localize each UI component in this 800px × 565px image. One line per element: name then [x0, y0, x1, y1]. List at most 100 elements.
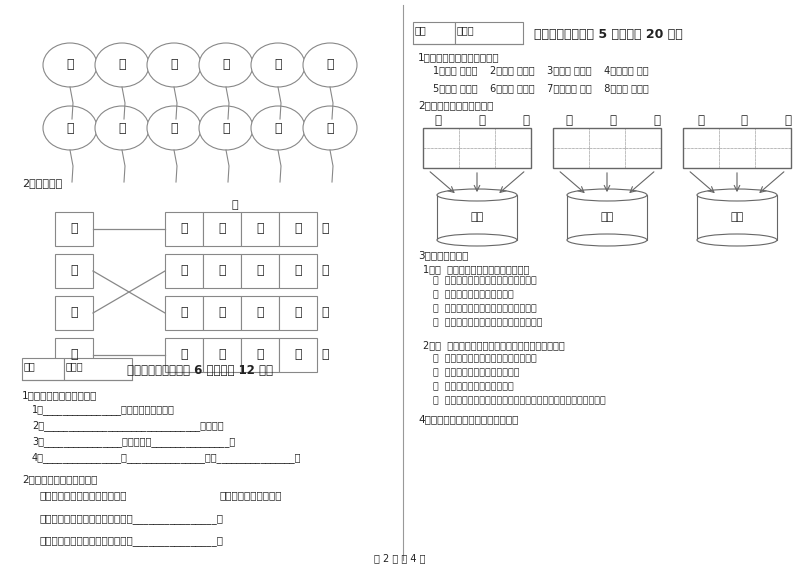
Text: 去: 去 — [180, 306, 188, 319]
Text: 朋: 朋 — [118, 59, 126, 72]
Text: 2．（  ）妈妈叫他不要足着看书，说那样容易近视。: 2．（ ）妈妈叫他不要足着看书，说那样容易近视。 — [423, 340, 565, 350]
Bar — [455, 22, 523, 44]
Bar — [423, 128, 531, 168]
Text: 来: 来 — [180, 349, 188, 362]
Text: 田: 田 — [170, 59, 178, 72]
Bar — [683, 148, 719, 168]
Bar — [279, 254, 317, 288]
Text: 色: 色 — [294, 223, 302, 236]
Ellipse shape — [147, 106, 201, 150]
Text: 黑: 黑 — [222, 59, 230, 72]
Bar — [683, 128, 791, 168]
Bar — [625, 148, 661, 168]
Bar — [241, 212, 279, 246]
Text: 马: 马 — [785, 114, 791, 127]
Bar — [719, 148, 755, 168]
Text: 山: 山 — [218, 223, 226, 236]
Ellipse shape — [697, 189, 777, 201]
Text: 1．（末 冬）天    2．（都 多）是    3．（千 千）万    4．写（子 字）: 1．（末 冬）天 2．（都 多）是 3．（千 千）万 4．写（子 字） — [433, 65, 649, 75]
Bar — [413, 22, 455, 44]
Text: 头: 头 — [741, 114, 748, 127]
Text: 2．我会组样子改写句子。: 2．我会组样子改写句子。 — [22, 474, 98, 484]
Ellipse shape — [567, 234, 647, 246]
Bar — [567, 195, 647, 240]
Text: 子: 子 — [434, 114, 442, 127]
Bar — [165, 338, 203, 372]
Bar — [697, 195, 777, 240]
Text: 远: 远 — [70, 223, 78, 236]
Text: 远: 远 — [70, 349, 78, 362]
Ellipse shape — [199, 106, 253, 150]
Bar — [625, 128, 661, 148]
Bar — [553, 128, 661, 168]
Text: 2．我能让花児开得更美。: 2．我能让花児开得更美。 — [418, 100, 494, 110]
Bar — [165, 254, 203, 288]
Text: 四画: 四画 — [600, 212, 614, 223]
Bar — [589, 128, 625, 148]
Bar — [165, 296, 203, 330]
Bar — [423, 128, 459, 148]
Text: 人: 人 — [70, 306, 78, 319]
Ellipse shape — [199, 43, 253, 87]
Ellipse shape — [303, 106, 357, 150]
Text: 2．________________________________真勇敢！: 2．________________________________真勇敢！ — [32, 420, 224, 431]
Text: 蓝: 蓝 — [274, 59, 282, 72]
Bar — [241, 254, 279, 288]
Text: 得分: 得分 — [24, 361, 36, 371]
Ellipse shape — [697, 234, 777, 246]
Text: 评卷人: 评卷人 — [66, 361, 84, 371]
Text: 5．（出 电）话    6．（开 升）花    7．白（云 去）    8．（草 早）地: 5．（出 电）话 6．（开 升）花 7．白（云 去） 8．（草 早）地 — [433, 83, 649, 93]
Text: 花: 花 — [218, 306, 226, 319]
Ellipse shape — [303, 43, 357, 87]
Text: 五画: 五画 — [730, 212, 744, 223]
Text: 六、综合题（每题 5 分，共计 20 分）: 六、综合题（每题 5 分，共计 20 分） — [534, 28, 682, 41]
Bar — [719, 128, 755, 148]
Text: 得分: 得分 — [415, 25, 426, 35]
Text: 大水冲走了许多房子。: 大水冲走了许多房子。 — [220, 490, 282, 500]
Bar — [495, 128, 531, 148]
Ellipse shape — [251, 106, 305, 150]
Text: 面: 面 — [232, 200, 238, 210]
Text: 五、补充句子（每题 6 分，共计 12 分）: 五、补充句子（每题 6 分，共计 12 分） — [127, 364, 273, 377]
Text: （  ）小宁有一道题不会做，举手问老师。: （ ）小宁有一道题不会做，举手问老师。 — [433, 318, 542, 327]
Text: 。: 。 — [322, 349, 329, 362]
Text: 。: 。 — [322, 223, 329, 236]
Text: 1．照样子，划去不合适的词: 1．照样子，划去不合适的词 — [418, 52, 500, 62]
Text: 野: 野 — [66, 121, 74, 134]
Bar — [279, 338, 317, 372]
Text: 1．________________，偑偑赶快跑回家。: 1．________________，偑偑赶快跑回家。 — [32, 404, 175, 415]
Ellipse shape — [567, 189, 647, 201]
Text: 三画: 三画 — [470, 212, 484, 223]
Bar — [55, 296, 93, 330]
Text: 看: 看 — [180, 223, 188, 236]
Text: 公: 公 — [654, 114, 660, 127]
Text: 1．把下列句子补充完整。: 1．把下列句子补充完整。 — [22, 390, 98, 400]
Ellipse shape — [437, 234, 517, 246]
Text: 4．读句子，写出带点词的反义词。: 4．读句子，写出带点词的反义词。 — [418, 414, 518, 424]
Bar — [64, 358, 132, 380]
Text: 。: 。 — [322, 306, 329, 319]
Text: 四川地震把很多人的生命抢走了。________________。: 四川地震把很多人的生命抢走了。________________。 — [40, 514, 224, 524]
Bar — [279, 212, 317, 246]
Bar — [55, 338, 93, 372]
Bar — [203, 212, 241, 246]
Bar — [755, 148, 791, 168]
Text: 3．给句子排队。: 3．给句子排队。 — [418, 250, 468, 260]
Text: 很多人的生命被四川地震抢走了。________________。: 很多人的生命被四川地震抢走了。________________。 — [40, 536, 224, 546]
Text: 2．连一连。: 2．连一连。 — [22, 178, 62, 188]
Ellipse shape — [437, 189, 517, 201]
Bar — [437, 195, 517, 240]
Text: 长: 长 — [697, 114, 704, 127]
Bar — [203, 254, 241, 288]
Text: 水: 水 — [218, 264, 226, 277]
Bar — [241, 338, 279, 372]
Text: （  ）晦上，小松躚在床上看书。: （ ）晦上，小松躚在床上看书。 — [433, 368, 519, 377]
Text: （  ）小松见妈妈生气了，赶快放下书，并保证以后不足着看书了。: （ ）小松见妈妈生气了，赶快放下书，并保证以后不足着看书了。 — [433, 396, 606, 405]
Bar — [683, 128, 719, 148]
Bar — [55, 254, 93, 288]
Text: （  ）妈妈生气了，说小松不听她的话。: （ ）妈妈生气了，说小松不听她的话。 — [433, 354, 537, 363]
Text: 乡: 乡 — [274, 121, 282, 134]
Text: 在: 在 — [294, 306, 302, 319]
Text: 也: 也 — [566, 114, 573, 127]
Text: 声: 声 — [294, 264, 302, 277]
